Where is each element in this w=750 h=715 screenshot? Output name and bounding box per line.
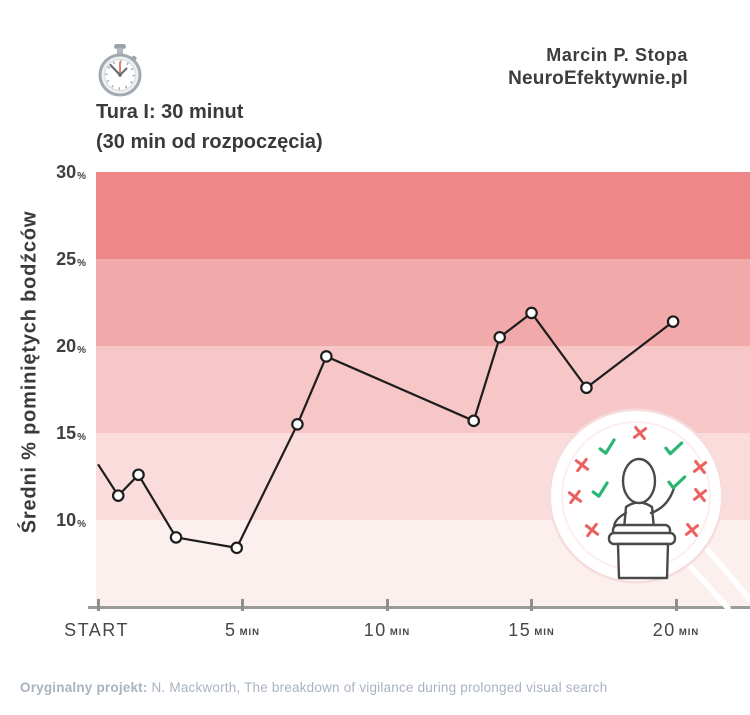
person-at-desk-illustration	[607, 457, 677, 580]
x-icon	[632, 425, 648, 441]
data-point	[169, 531, 183, 544]
x-icon	[692, 459, 708, 475]
chart-title-block: Tura I: 30 minut (30 min od rozpoczęcia)	[96, 97, 323, 157]
x-tick-label: 5 MIN	[225, 620, 260, 640]
x-axis-tick	[241, 599, 245, 611]
data-point	[111, 489, 125, 502]
x-axis-line	[88, 606, 750, 609]
y-tick-label: 20%	[56, 336, 86, 356]
header-byline: Marcin P. Stopa NeuroEfektywnie.pl	[508, 44, 688, 90]
x-axis-tick	[96, 599, 100, 611]
x-icon	[584, 522, 600, 538]
x-tick-label: 15 MIN	[508, 620, 555, 640]
x-icon	[567, 489, 583, 505]
x-icon	[684, 522, 700, 538]
footer-credit-label: Oryginalny projekt:	[20, 680, 148, 695]
chart-title: Tura I: 30 minut	[96, 101, 244, 123]
check-icon	[591, 481, 609, 498]
data-point	[132, 468, 145, 482]
chart-subtitle: (30 min od rozpoczęcia)	[96, 131, 323, 153]
y-tick-label: 15%	[56, 423, 86, 443]
chart-band	[96, 172, 750, 259]
check-icon	[664, 441, 684, 456]
x-tick-label: 20 MIN	[652, 620, 700, 640]
x-icon	[692, 487, 708, 503]
data-point	[467, 414, 481, 428]
y-tick-label: 10%	[56, 510, 86, 530]
data-point	[230, 541, 244, 555]
author-name: Marcin P. Stopa	[546, 45, 688, 65]
check-icon	[598, 438, 616, 455]
data-point	[493, 331, 507, 344]
lens-marks	[567, 425, 708, 538]
brand-name: NeuroEfektywnie.pl	[508, 68, 688, 89]
x-axis-tick	[530, 599, 534, 611]
x-icon	[574, 457, 590, 473]
x-axis-tick	[674, 599, 678, 611]
x-axis-tick	[385, 599, 389, 611]
data-point	[580, 381, 593, 395]
x-tick-label: START	[64, 620, 129, 640]
chart-band	[96, 259, 750, 346]
check-icon	[667, 475, 687, 490]
footer-credit-text: N. Mackworth, The breakdown of vigilance…	[147, 680, 608, 695]
data-point	[291, 418, 304, 431]
footer-credit: Oryginalny projekt: N. Mackworth, The br…	[20, 680, 607, 695]
y-tick-label: 30%	[56, 162, 86, 182]
stopwatch-icon	[98, 44, 142, 97]
magnifier-illustration	[548, 408, 750, 611]
data-point	[666, 315, 680, 328]
data-point	[525, 306, 538, 320]
magnifier-handle-icon	[686, 546, 750, 611]
x-tick-label: 10 MIN	[363, 620, 411, 640]
y-tick-label: 25%	[56, 249, 86, 269]
data-point	[320, 350, 333, 363]
